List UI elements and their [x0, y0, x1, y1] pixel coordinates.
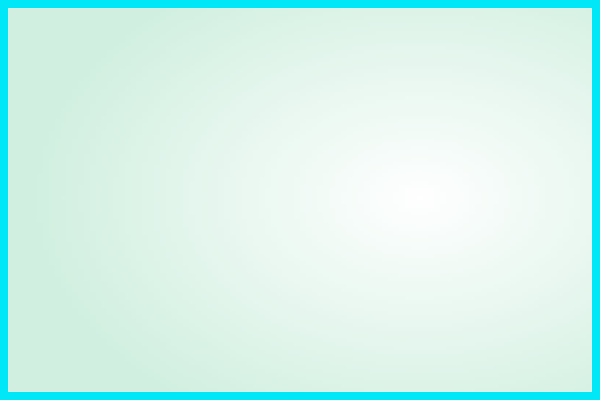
- Text: Burglaries (18.2%): Burglaries (18.2%): [188, 66, 305, 100]
- Wedge shape: [214, 73, 300, 208]
- Text: Thefts (72.7%): Thefts (72.7%): [391, 287, 552, 312]
- Wedge shape: [142, 73, 459, 343]
- Wedge shape: [141, 94, 300, 228]
- Text: Assaults (9.1%): Assaults (9.1%): [117, 161, 214, 178]
- Text: City-Data.com: City-Data.com: [425, 48, 515, 61]
